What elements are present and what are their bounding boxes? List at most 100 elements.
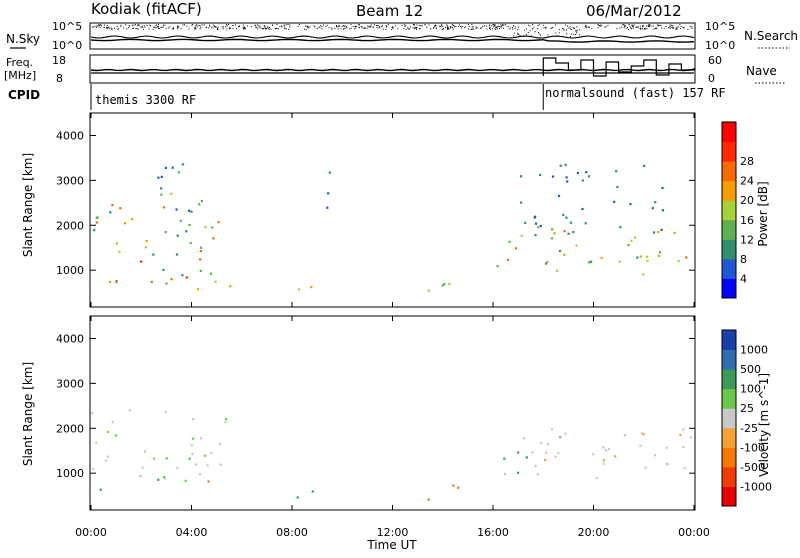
n-search-trace xyxy=(90,35,695,39)
noise-dot xyxy=(92,26,94,28)
noise-dot xyxy=(489,26,491,28)
noise-dot xyxy=(98,24,100,26)
freq-tick-top: 18 xyxy=(52,54,66,67)
noise-dot xyxy=(126,28,128,30)
noise-dot xyxy=(525,28,527,30)
colorbar-tick-label: -100 xyxy=(740,441,765,454)
noise-dot xyxy=(236,28,238,30)
range-gate-cell xyxy=(654,454,657,457)
range-gate-cell xyxy=(554,455,557,458)
noise-dot xyxy=(160,26,162,28)
range-gate-cell xyxy=(576,172,579,175)
range-gate-cell xyxy=(640,432,643,435)
time-axis: 00:00 04:00 08:00 12:00 16:00 20:00 00:00 xyxy=(75,113,710,539)
noise-dot xyxy=(276,27,278,29)
noise-dot xyxy=(367,25,369,27)
noise-dot xyxy=(212,26,214,28)
range-gate-cell xyxy=(651,207,654,210)
noise-dot xyxy=(263,25,265,27)
noise-dot xyxy=(572,27,574,29)
range-gate-cell xyxy=(531,451,534,454)
range-gate-cell xyxy=(633,236,637,239)
range-gate-cell xyxy=(682,445,685,448)
cpid-mode-2: normalsound (fast) 157 RF xyxy=(545,86,726,100)
noise-dot xyxy=(157,24,159,26)
noise-dot xyxy=(616,28,618,30)
noise-dot xyxy=(659,24,661,26)
noise-dot xyxy=(573,33,575,35)
noise-dot xyxy=(142,28,144,30)
noise-dot xyxy=(567,25,569,27)
noise-dot xyxy=(663,27,665,29)
range-gate-cell xyxy=(563,230,566,233)
noise-dot xyxy=(137,28,139,30)
noise-traces xyxy=(90,24,695,43)
range-gate-cell xyxy=(534,234,537,237)
noise-dot xyxy=(440,25,442,27)
range-gate-cell xyxy=(93,229,96,232)
noise-dot xyxy=(158,26,160,28)
range-gate-cell xyxy=(679,433,682,436)
noise-dot xyxy=(646,27,648,29)
time-tick-label: 20:00 xyxy=(578,526,610,539)
noise-dot xyxy=(321,26,323,28)
noise-dot xyxy=(507,25,509,27)
power-colorbar-label: Power [dB] xyxy=(756,181,770,246)
range-gate-cell xyxy=(618,260,621,263)
range-gate-cell xyxy=(584,222,587,225)
noise-dot xyxy=(405,28,407,30)
range-gate-cell xyxy=(517,451,520,454)
range-gate-cell xyxy=(327,192,330,195)
noise-dot xyxy=(523,35,525,37)
noise-dot xyxy=(647,25,649,27)
noise-dot xyxy=(279,25,281,27)
noise-dot xyxy=(352,26,354,28)
noise-dot xyxy=(128,25,130,27)
noise-dot xyxy=(141,25,143,27)
range-gate-cell xyxy=(534,464,537,467)
noise-dot xyxy=(528,24,530,26)
noise-dot xyxy=(622,24,624,26)
noise-dot xyxy=(358,24,360,26)
range-gate-cell xyxy=(551,175,555,178)
noise-dot xyxy=(558,29,560,31)
range-gate-cell xyxy=(629,203,632,206)
noise-dot xyxy=(605,26,607,28)
noise-dot xyxy=(370,25,372,27)
noise-dot xyxy=(221,26,223,28)
noise-dot xyxy=(527,31,529,33)
noise-dot xyxy=(545,27,547,29)
noise-dot xyxy=(676,28,678,30)
noise-dot xyxy=(222,28,224,30)
noise-dot xyxy=(648,25,650,27)
noise-dot xyxy=(639,28,641,30)
noise-dot xyxy=(448,28,450,30)
noise-dot xyxy=(318,26,320,28)
range-gate-cell xyxy=(556,269,559,272)
noise-dot xyxy=(476,27,478,29)
noise-dot xyxy=(486,25,488,27)
noise-dot xyxy=(155,27,157,29)
noise-dot xyxy=(258,25,260,27)
noise-dot xyxy=(225,24,227,26)
range-gate-cell xyxy=(525,456,528,459)
range-gate-cell xyxy=(198,203,201,206)
range-tick-label: 2000 xyxy=(56,422,84,435)
colorbar-tick-label: 16 xyxy=(740,214,754,227)
noise-dot xyxy=(591,28,593,30)
range-gate-cell xyxy=(188,457,191,460)
noise-dot xyxy=(669,26,671,28)
range-gate-cell xyxy=(140,260,143,263)
noise-dot xyxy=(177,26,179,28)
time-tick-label: 00:00 xyxy=(75,526,107,539)
colorbar-segment xyxy=(722,122,736,143)
range-gate-cell xyxy=(645,255,649,258)
noise-dot xyxy=(228,27,230,29)
noise-dot xyxy=(251,26,253,28)
noise-dot xyxy=(96,26,98,28)
noise-dot xyxy=(503,24,505,26)
range-gate-cell xyxy=(677,260,680,263)
noise-dot xyxy=(676,27,678,29)
noise-dot xyxy=(433,27,435,29)
noise-dot xyxy=(625,27,627,29)
